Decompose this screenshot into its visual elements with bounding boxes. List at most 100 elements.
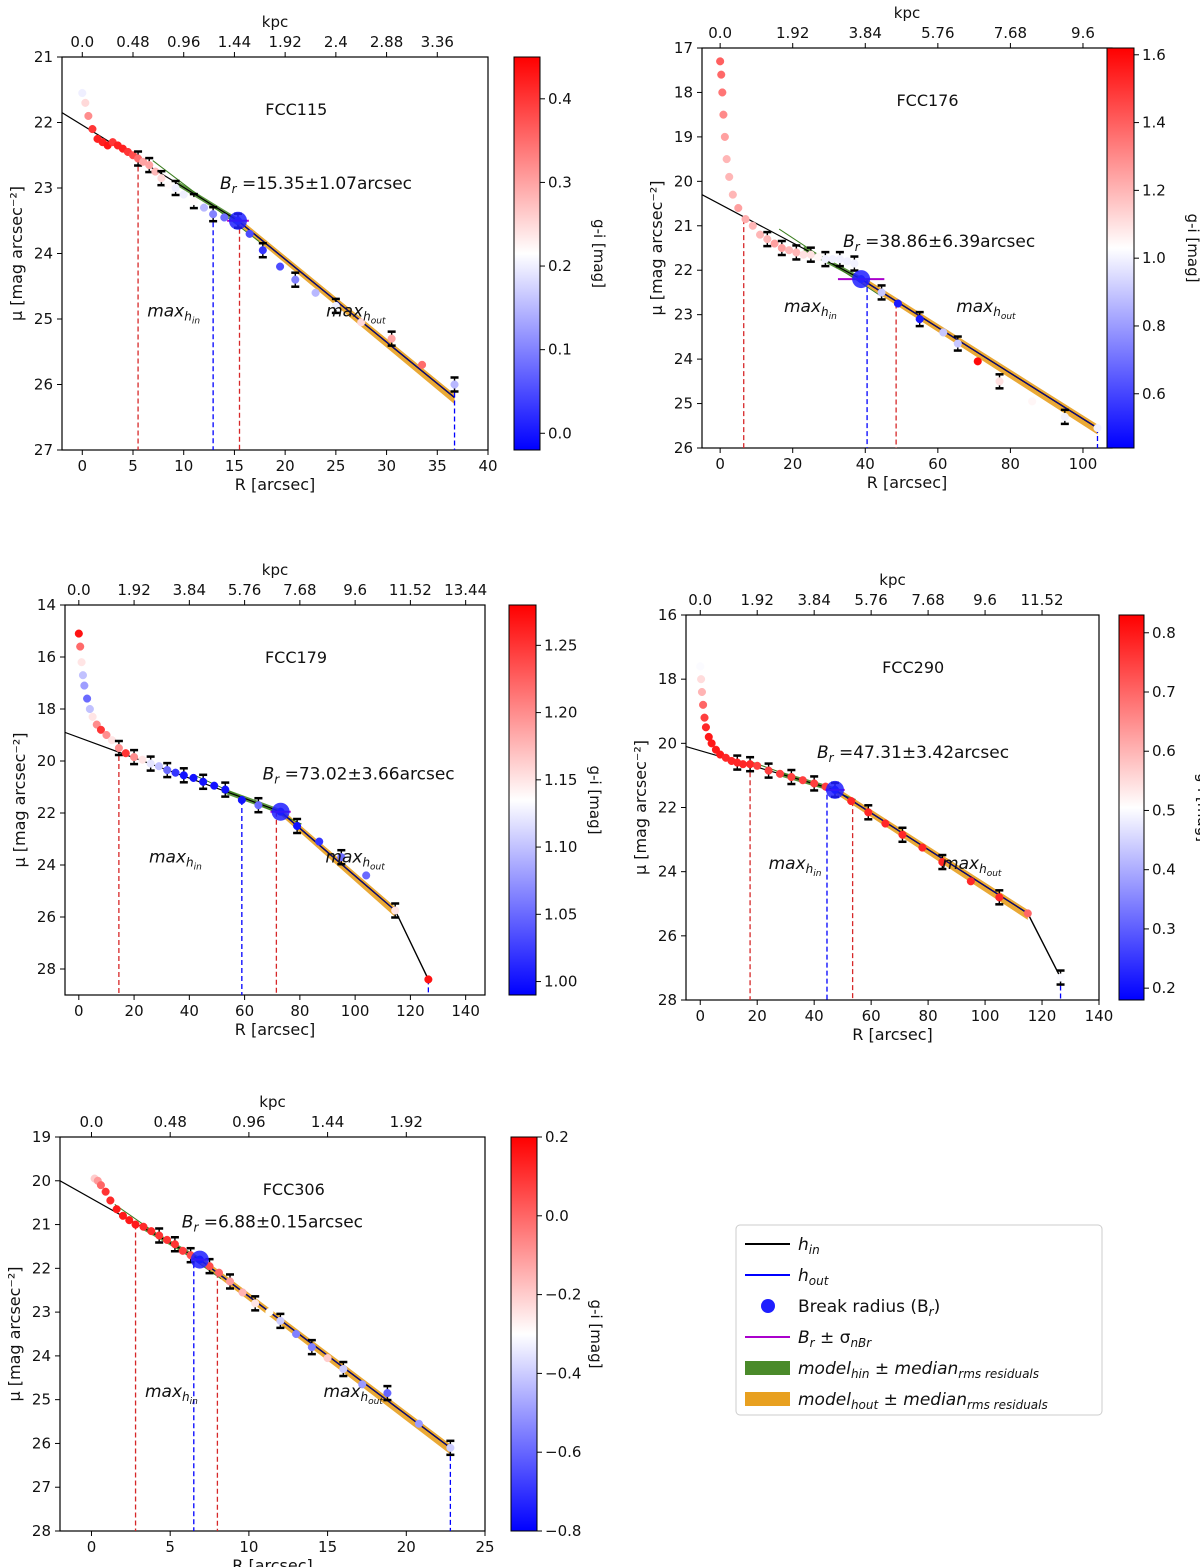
colorbar-label: g-i [mag] (590, 219, 608, 288)
top-tick-label: 1.92 (741, 591, 774, 609)
data-point (155, 1231, 164, 1240)
data-point (189, 773, 198, 782)
colorbar-label: g-i [mag] (1194, 773, 1200, 842)
y-axis-label: μ [mag arcsec⁻²] (7, 186, 26, 321)
data-point (810, 779, 819, 788)
panel-fcc176: 0 20 40 60 80 100 R [arcsec] 0.0 1.92 3.84 5.76 7.6… (647, 4, 1200, 492)
top-tick-label: 1.44 (311, 1113, 344, 1131)
y-tick-label: 20 (32, 1172, 51, 1190)
hout-model-band (834, 786, 1028, 920)
data-point (83, 694, 92, 703)
data-point (77, 658, 86, 667)
y-tick-label: 20 (674, 172, 693, 190)
x-tick-label: 20 (783, 455, 802, 473)
top-tick-label: 0.48 (153, 1113, 186, 1131)
data-point (995, 893, 1004, 902)
hout-line (237, 220, 455, 398)
data-point (806, 250, 815, 259)
data-point (785, 246, 794, 255)
y-tick-label: 20 (658, 734, 677, 752)
y-tick-label: 22 (674, 261, 693, 279)
data-point (719, 110, 728, 119)
data-point (178, 1246, 187, 1255)
colorbar-label: g-i [mag] (587, 1300, 605, 1369)
legend-label: modelhout ± medianrms residuals (798, 1390, 1048, 1412)
data-point (966, 877, 975, 886)
data-point (722, 155, 731, 164)
colorbar-tick-label: −0.4 (545, 1364, 581, 1382)
colorbar (508, 604, 537, 996)
data-point (939, 328, 948, 337)
plot-frame (64, 604, 486, 996)
data-point (717, 70, 726, 79)
x-tick-label: 100 (1069, 455, 1098, 473)
legend-frame (735, 1224, 1103, 1416)
panel-title: FCC179 (265, 648, 327, 667)
data-point (1023, 909, 1032, 918)
data-point (770, 239, 779, 248)
colorbar-label: g-i [mag] (1184, 214, 1200, 283)
data-point (276, 262, 285, 271)
colorbar-tick-label: 1.10 (544, 838, 577, 856)
top-tick-label: 3.36 (421, 33, 454, 51)
x-tick-label: 0 (87, 1538, 97, 1556)
y-tick-label: 26 (674, 439, 693, 457)
legend-label: hin (798, 1235, 820, 1257)
top-tick-label: 0.0 (688, 591, 712, 609)
top-tick-label: 9.6 (1071, 24, 1095, 42)
data-point (291, 275, 300, 284)
plot-area (65, 629, 433, 995)
max-hin-label: maxhin (149, 847, 202, 872)
x-axis-label: R [arcsec] (235, 1020, 316, 1039)
colorbar-tick-label: 0.1 (548, 341, 572, 359)
data-point (995, 377, 1004, 386)
data-point (307, 1343, 316, 1352)
y-tick-label: 24 (32, 1347, 51, 1365)
x-tick-label: 15 (225, 457, 244, 475)
top-tick-label: 0.0 (70, 33, 94, 51)
hout-line (199, 1259, 451, 1449)
data-point (383, 1389, 392, 1398)
legend-label: Break radius (Br) (798, 1297, 940, 1319)
x-tick-label: 80 (1001, 455, 1020, 473)
plot-area (60, 1172, 455, 1531)
y-tick-label: 16 (37, 648, 56, 666)
y-tick-label: 18 (658, 670, 677, 688)
x-axis-label: R [arcsec] (867, 473, 948, 492)
y-tick-label: 24 (34, 245, 53, 263)
legend-label: modelhin ± medianrms residuals (798, 1359, 1039, 1381)
data-point (725, 172, 734, 181)
max-hin-label: maxhin (147, 301, 200, 326)
top-axis-label: kpc (262, 561, 288, 579)
data-point (835, 255, 844, 264)
plot-area (62, 88, 459, 450)
data-point (170, 1240, 179, 1249)
break-radius-label: Br =73.02±3.66arcsec (263, 765, 455, 787)
max-hin-label: maxhin (769, 854, 822, 879)
top-tick-label: 2.88 (370, 33, 403, 51)
data-point (112, 1205, 121, 1214)
top-tick-label: 11.52 (1021, 591, 1064, 609)
max-hout-label: maxhout (326, 301, 386, 326)
data-point (777, 243, 786, 253)
y-tick-label: 16 (658, 606, 677, 624)
top-tick-label: 1.92 (268, 33, 301, 51)
plot-area (702, 57, 1102, 448)
data-point (88, 712, 97, 721)
data-point (700, 713, 709, 722)
top-axis-label: kpc (894, 4, 920, 22)
y-axis-label: μ [mag arcsec⁻²] (5, 1266, 24, 1401)
data-point (199, 777, 208, 786)
colorbar-tick-label: 1.4 (1142, 114, 1166, 132)
data-point (209, 210, 218, 219)
top-tick-label: 1.92 (390, 1113, 423, 1131)
data-point (164, 180, 173, 189)
x-tick-label: 80 (919, 1007, 938, 1025)
data-point (450, 380, 459, 389)
data-point (821, 255, 830, 264)
top-tick-label: 5.76 (921, 24, 954, 42)
data-point (311, 288, 320, 297)
data-point (792, 248, 801, 257)
data-point (96, 725, 105, 734)
data-point (245, 229, 254, 238)
